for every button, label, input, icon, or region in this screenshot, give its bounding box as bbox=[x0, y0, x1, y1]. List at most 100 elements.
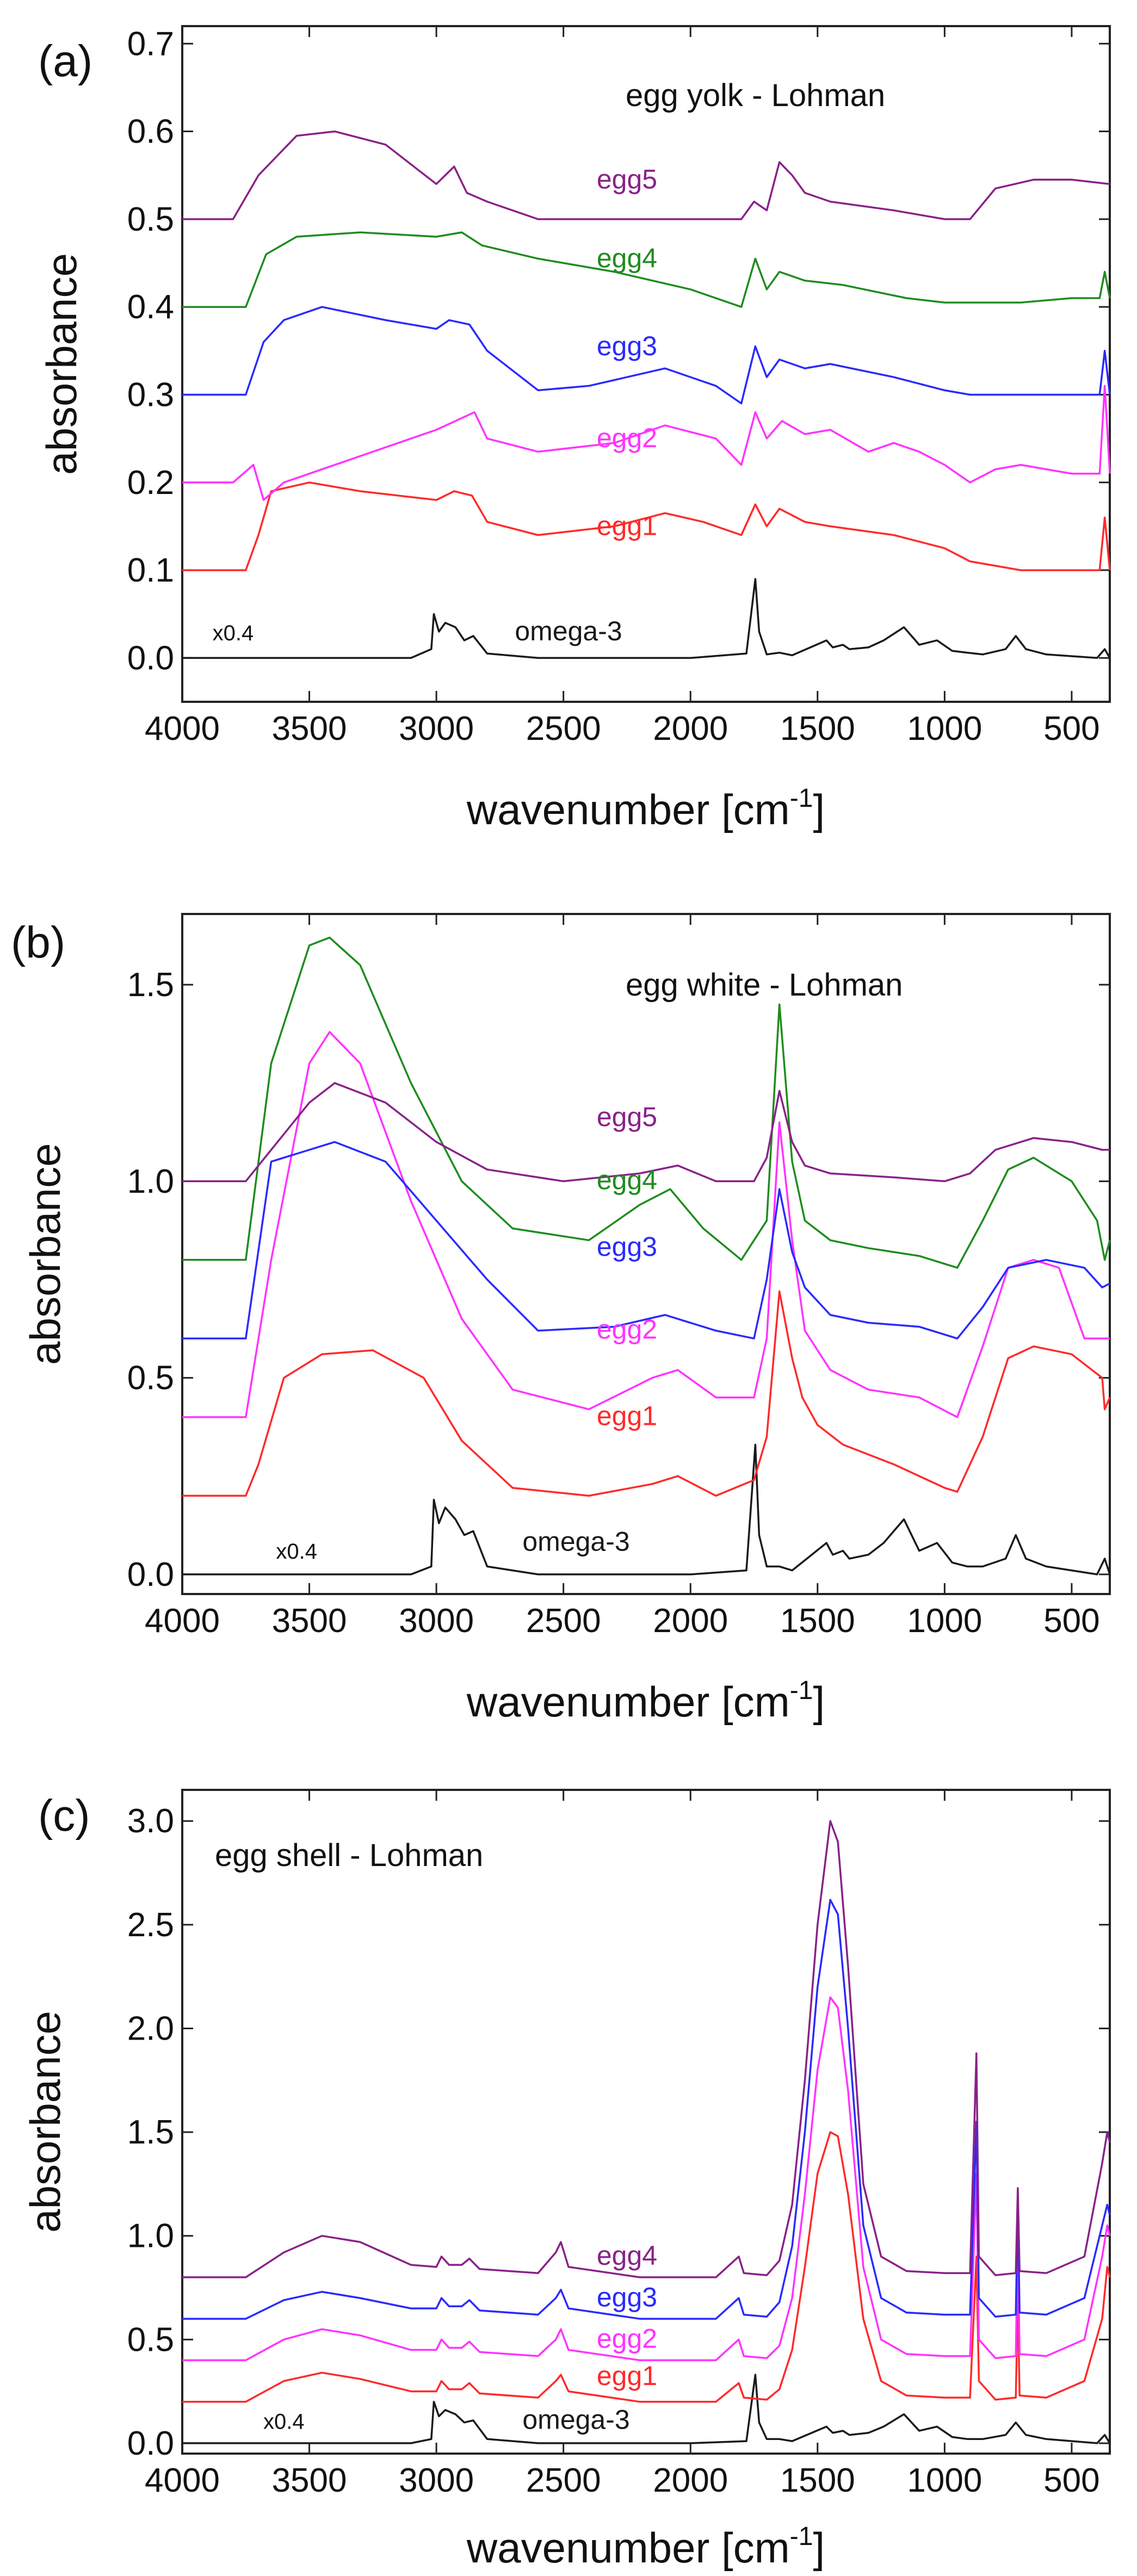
panel-b-letter: (b) bbox=[11, 918, 65, 967]
panel-a-xlabel: wavenumber [cm-1] bbox=[466, 784, 825, 833]
panel-c-ytick-label: 2.5 bbox=[127, 1906, 174, 1944]
panel-c-xtick-label: 3000 bbox=[399, 2462, 474, 2499]
panel-c-xtick-label: 2500 bbox=[526, 2462, 601, 2499]
panel-b-ytick-label: 0.5 bbox=[127, 1360, 174, 1397]
panel-a-trace-egg2 bbox=[182, 385, 1111, 501]
panel-b-xlabel-end: ] bbox=[813, 1678, 825, 1726]
panel-a-xtick-label: 1000 bbox=[907, 710, 982, 748]
panel-b-trace-egg3 bbox=[182, 1141, 1110, 1340]
panel-b-xlabel: wavenumber [cm-1] bbox=[466, 1676, 825, 1726]
panel-a-plot: 4000 3500 3000 2500 2000 1500 1000 500 0.0 0.1 0.2… bbox=[38, 25, 1111, 833]
panel-c-ytick-label: 1.5 bbox=[127, 2114, 174, 2151]
panel-c-xtick-label: 1000 bbox=[907, 2462, 982, 2499]
panel-b-frame bbox=[181, 913, 1111, 1595]
panel-a-label-egg1: egg1 bbox=[597, 511, 657, 541]
panel-a-ytick-label: 0.3 bbox=[127, 376, 174, 413]
panel-b-xtick-label: 4000 bbox=[145, 1602, 220, 1640]
panel-a-trace-omega-3 bbox=[182, 578, 1111, 659]
panel-c-xlabel-sup: -1 bbox=[790, 2522, 813, 2551]
panel-a-xlabel-main: wavenumber [cm bbox=[466, 786, 790, 833]
panel-c-ytick-label: 1.0 bbox=[127, 2217, 174, 2255]
panel-c-trace-egg3 bbox=[182, 1899, 1111, 2320]
panel-a-xtick-label: 2000 bbox=[653, 710, 728, 748]
panel-c-label-egg4: egg4 bbox=[597, 2240, 657, 2271]
panel-b-label-egg4: egg4 bbox=[597, 1165, 657, 1195]
panel-b-ytick-label: 0.0 bbox=[127, 1556, 174, 1593]
panel-c-trace-omega-3 bbox=[182, 2374, 1111, 2444]
panel-a-xtick-label: 3000 bbox=[399, 710, 474, 748]
panel-a-annotation: x0.4 bbox=[213, 621, 254, 645]
panel-c-ytick-label: 0.0 bbox=[127, 2425, 174, 2462]
panel-b-xtick-label: 3500 bbox=[272, 1602, 347, 1640]
panel-b-ylabel: absorbance bbox=[21, 1143, 69, 1365]
panel-a-xtick-label: 3500 bbox=[272, 710, 347, 748]
panel-c-frame bbox=[181, 1789, 1111, 2455]
panel-a-trace-egg5 bbox=[182, 130, 1110, 220]
panel-c-ylabel: absorbance bbox=[21, 2011, 69, 2233]
panel-c-traces bbox=[182, 1820, 1111, 2444]
panel-c-series-labels: omega-3 egg1 egg2 egg3 egg4 x0.4 bbox=[263, 2240, 657, 2435]
panel-a-letter: (a) bbox=[38, 36, 92, 86]
panel-a-ticks: 4000 3500 3000 2500 2000 1500 1000 500 0.0 0.1 0.2… bbox=[127, 25, 1110, 748]
panel-a-ytick-label: 0.2 bbox=[127, 464, 174, 502]
panel-a-xlabel-sup: -1 bbox=[790, 784, 813, 813]
panel-b: (b) 4000 3500 3000 2500 2000 1500 1000 500 0.0 0.… bbox=[11, 913, 1111, 1726]
panel-b-ticks: 4000 3500 3000 2500 2000 1500 1000 500 0.0 0.5 1.0… bbox=[127, 914, 1110, 1640]
panel-b-xlabel-main: wavenumber [cm bbox=[466, 1678, 790, 1726]
panel-b-annotation: x0.4 bbox=[276, 1540, 317, 1564]
panel-a-ytick-label: 0.0 bbox=[127, 639, 174, 677]
panel-b-label-egg3: egg3 bbox=[597, 1232, 657, 1262]
panel-a-ytick-label: 0.6 bbox=[127, 113, 174, 151]
panel-b-label-egg5: egg5 bbox=[597, 1102, 657, 1132]
panel-a-xtick-label: 4000 bbox=[145, 710, 220, 748]
panel-a-frame bbox=[181, 25, 1111, 703]
panel-a-xtick-label: 2500 bbox=[526, 710, 601, 748]
panel-a-ytick-label: 0.7 bbox=[127, 25, 174, 63]
panel-c-label-egg1: egg1 bbox=[597, 2361, 657, 2391]
panel-b-ytick-label: 1.0 bbox=[127, 1163, 174, 1200]
panel-a-xtick-label: 500 bbox=[1043, 710, 1099, 748]
panel-b-ytick-label: 1.5 bbox=[127, 966, 174, 1004]
panel-c-xtick-label: 3500 bbox=[272, 2462, 347, 2499]
panel-a-ytick-label: 0.5 bbox=[127, 201, 174, 238]
panel-a-trace-egg4 bbox=[182, 231, 1111, 308]
panel-a-ylabel: absorbance bbox=[38, 253, 85, 475]
panel-b-xtick-label: 2000 bbox=[653, 1602, 728, 1640]
panel-c-xtick-label: 1500 bbox=[780, 2462, 855, 2499]
panel-b-title: egg white - Lohman bbox=[626, 967, 903, 1003]
panel-c-letter: (c) bbox=[38, 1791, 90, 1840]
panel-b-traces bbox=[182, 936, 1111, 1576]
panel-a-trace-egg1 bbox=[182, 481, 1111, 571]
panel-c-xtick-label: 4000 bbox=[145, 2462, 220, 2499]
panel-c-annotation: x0.4 bbox=[263, 2410, 305, 2433]
panel-b-xtick-label: 1500 bbox=[780, 1602, 855, 1640]
panel-a-label-egg3: egg3 bbox=[597, 331, 657, 361]
panel-c-ytick-label: 0.5 bbox=[127, 2321, 174, 2358]
panel-c-label-egg2: egg2 bbox=[597, 2324, 657, 2354]
panel-c-label-omega-3: omega-3 bbox=[522, 2404, 629, 2435]
panel-c-ytick-label: 3.0 bbox=[127, 1802, 174, 1840]
panel-c-plot: 4000 3500 3000 2500 2000 1500 1000 500 0.0 0.5 1.0… bbox=[21, 1789, 1111, 2572]
panel-a-xtick-label: 1500 bbox=[780, 710, 855, 748]
panel-a-series-labels: omega-3 egg1 egg2 egg3 egg4 egg5 x0.4 bbox=[213, 164, 657, 646]
panel-c-trace-egg2 bbox=[182, 1996, 1111, 2362]
panel-c-xtick-label: 500 bbox=[1043, 2462, 1099, 2499]
panel-b-trace-egg2 bbox=[182, 1031, 1110, 1418]
panel-a-label-egg5: egg5 bbox=[597, 164, 657, 194]
panel-b-xlabel-sup: -1 bbox=[790, 1676, 813, 1705]
panel-c-label-egg3: egg3 bbox=[597, 2282, 657, 2312]
panel-a-label-omega-3: omega-3 bbox=[515, 616, 622, 646]
panel-b-trace-egg5 bbox=[182, 1082, 1110, 1183]
panel-b-xtick-label: 2500 bbox=[526, 1602, 601, 1640]
panel-b-trace-omega-3 bbox=[182, 1443, 1111, 1576]
panel-c-trace-egg4 bbox=[182, 1820, 1111, 2278]
panel-a-title: egg yolk - Lohman bbox=[626, 78, 885, 113]
panel-b-xtick-label: 1000 bbox=[907, 1602, 982, 1640]
panel-c-xtick-label: 2000 bbox=[653, 2462, 728, 2499]
panel-a-trace-egg3 bbox=[182, 306, 1111, 405]
panel-c: (c) 4000 3500 3000 2500 2000 1500 1000 500 0.0 0.… bbox=[21, 1789, 1111, 2572]
panel-c-ticks: 4000 3500 3000 2500 2000 1500 1000 500 0.0 0.5 1.0… bbox=[127, 1790, 1110, 2499]
panel-a-ytick-label: 0.4 bbox=[127, 288, 174, 326]
panel-a-xlabel-end: ] bbox=[813, 786, 825, 833]
